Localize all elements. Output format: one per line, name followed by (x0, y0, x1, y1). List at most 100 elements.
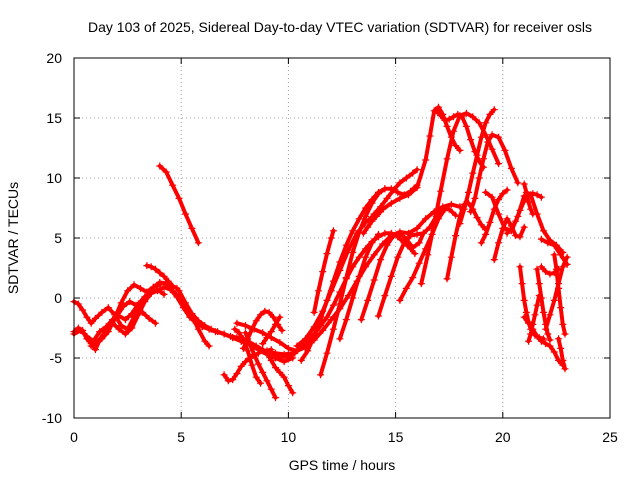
data-point (362, 212, 370, 220)
y-tick-label: 20 (46, 50, 62, 66)
data-point (475, 174, 483, 182)
data-point (552, 265, 560, 273)
data-point (242, 329, 250, 337)
series-arc-13 (263, 349, 297, 397)
data-point (257, 379, 265, 387)
data-point (381, 185, 389, 193)
data-point (516, 263, 524, 271)
data-point (269, 313, 277, 321)
data-point (490, 106, 498, 114)
data-point (323, 250, 331, 258)
data-point (449, 113, 457, 121)
chart-title: Day 103 of 2025, Sidereal Day-to-day VTE… (88, 19, 592, 35)
data-point (447, 200, 455, 208)
data-point (413, 166, 421, 174)
series-arc-11 (231, 325, 265, 387)
data-point (364, 296, 372, 304)
data-point (529, 210, 537, 218)
data-point (402, 284, 410, 292)
data-point (561, 365, 569, 373)
data-point (437, 112, 445, 120)
data-point (482, 119, 490, 127)
data-point (284, 353, 292, 361)
data-point (377, 256, 385, 264)
data-point (434, 103, 442, 111)
data-point (520, 296, 528, 304)
data-point (557, 344, 565, 352)
data-point (417, 280, 425, 288)
series-trace (157, 164, 201, 245)
data-point (467, 136, 475, 144)
data-point (477, 221, 485, 229)
data-point (201, 337, 209, 345)
data-point (336, 258, 344, 266)
data-point (522, 188, 530, 196)
data-point (387, 272, 395, 280)
data-point (563, 253, 571, 261)
y-tick-label: 5 (54, 230, 62, 246)
data-point (413, 181, 421, 189)
data-point (74, 324, 82, 332)
data-point (188, 310, 196, 318)
series-trace (72, 282, 162, 332)
data-point (151, 265, 159, 273)
data-point (259, 368, 267, 376)
data-series (70, 103, 571, 402)
data-point (471, 194, 479, 202)
data-point (220, 330, 228, 338)
data-point (422, 215, 430, 223)
data-point (143, 262, 151, 270)
data-point (415, 239, 423, 247)
data-point (344, 292, 352, 300)
data-point (175, 194, 183, 202)
data-point (317, 316, 325, 324)
data-point (409, 274, 417, 282)
data-point (263, 377, 271, 385)
data-point (394, 253, 402, 261)
series-arc-06 (143, 262, 181, 292)
data-point (512, 232, 520, 240)
data-point (537, 294, 545, 302)
data-point (259, 340, 267, 348)
data-point (272, 352, 280, 360)
series-arc-24 (370, 166, 421, 218)
data-point (529, 320, 537, 328)
data-point (355, 228, 363, 236)
data-point (194, 317, 202, 325)
data-point (430, 220, 438, 228)
data-point (263, 334, 271, 342)
data-point (74, 300, 82, 308)
data-point (495, 196, 503, 204)
data-point (486, 110, 494, 118)
data-point (229, 376, 237, 384)
data-point (514, 179, 522, 187)
data-point (396, 179, 404, 187)
series-trace (543, 255, 570, 332)
data-point (535, 280, 543, 288)
data-point (411, 250, 419, 258)
data-point (377, 203, 385, 211)
data-point (413, 224, 421, 232)
data-point (454, 110, 462, 118)
data-point (447, 253, 455, 261)
series-arc-19 (310, 227, 337, 316)
data-point (477, 239, 485, 247)
data-point (160, 290, 168, 298)
data-point (550, 296, 558, 304)
data-point (257, 311, 265, 319)
data-point (503, 229, 511, 237)
data-point (124, 325, 132, 333)
series-trace (243, 330, 278, 400)
data-point (381, 292, 389, 300)
data-point (254, 360, 262, 368)
y-axis-label: SDTVAR / TECUs (5, 182, 21, 294)
data-point (175, 287, 183, 295)
data-point (164, 277, 172, 285)
data-point (83, 313, 91, 321)
data-point (276, 338, 284, 346)
data-point (507, 224, 515, 232)
data-point (561, 330, 569, 338)
data-point (342, 241, 350, 249)
